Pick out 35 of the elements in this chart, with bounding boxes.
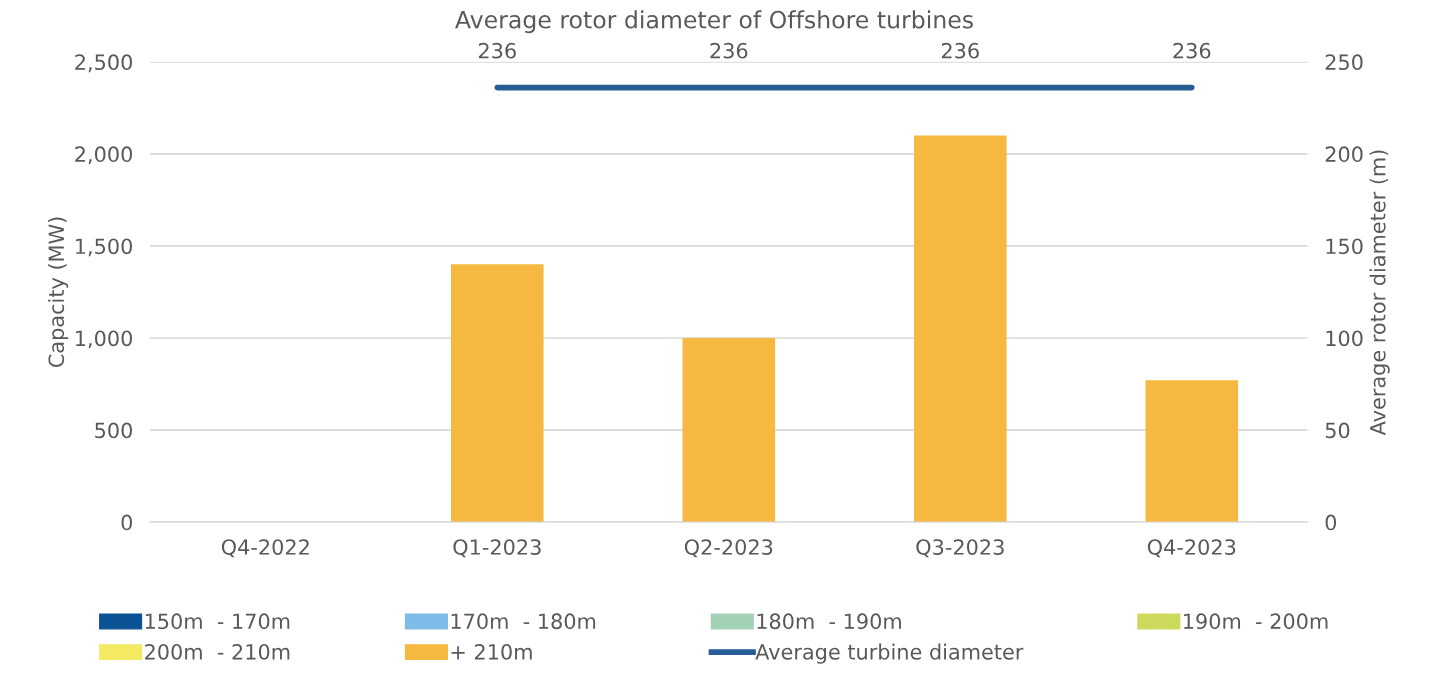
y-tick-label: 2,500: [75, 54, 132, 73]
x-tick-label: Q4-2022: [221, 539, 309, 558]
legend-label: 150m - 170m: [145, 613, 290, 630]
y2-tick-label: 250: [1325, 54, 1363, 71]
y-tick-label: 1,500: [76, 238, 132, 257]
x-tick-label: Q2-2023: [684, 539, 773, 558]
y2-tick-label: 100: [1326, 330, 1363, 347]
bar: [913, 135, 1007, 523]
y2-tick-label: 150: [1326, 238, 1363, 255]
y-axis-title: Capacity (MW): [48, 217, 69, 368]
bar: [450, 264, 544, 523]
legend-label: Average turbine diameter: [755, 643, 1024, 664]
y2-tick-label: 0: [1325, 514, 1337, 531]
y-tick-label: 0: [121, 514, 132, 531]
legend-label: + 210m: [451, 643, 532, 660]
x-tick-label: Q3-2023: [916, 539, 1004, 558]
bar: [1145, 380, 1239, 523]
x-tick-label: Q4-2023: [1147, 539, 1236, 558]
data-label: 236: [941, 42, 979, 59]
data-label: 236: [710, 42, 748, 59]
y-tick-label: 1,000: [76, 330, 132, 349]
legend-label: 200m - 210m: [145, 643, 290, 660]
chart-title: Average rotor diameter of Offshore turbines: [455, 10, 973, 34]
data-label: 236: [1173, 42, 1211, 59]
legend-label: 190m - 200m: [1184, 613, 1328, 630]
y-tick-label: 2,000: [75, 146, 132, 165]
y2-tick-label: 50: [1325, 422, 1350, 439]
y2-axis-title: Average rotor diameter (m): [1369, 150, 1390, 436]
legend-label: 170m - 180m: [451, 613, 596, 630]
y2-tick-label: 200: [1325, 146, 1363, 163]
legend-label: 180m - 190m: [757, 613, 901, 630]
x-tick-label: Q1-2023: [453, 539, 541, 558]
y-tick-label: 500: [95, 422, 132, 439]
bar: [682, 338, 776, 523]
data-label: 236: [478, 42, 516, 59]
